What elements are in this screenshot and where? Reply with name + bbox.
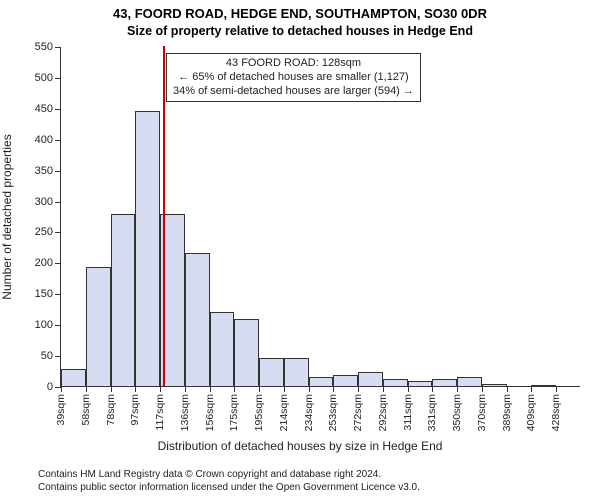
x-tick-label: 389sqm <box>501 394 513 431</box>
histogram-bar <box>259 358 284 386</box>
histogram-bar <box>309 377 334 386</box>
y-tick-label: 550 <box>35 41 61 53</box>
annotation-line: 43 FOORD ROAD: 128sqm <box>173 57 414 71</box>
x-tick-label: 409sqm <box>525 394 537 431</box>
annotation-box: 43 FOORD ROAD: 128sqm← 65% of detached h… <box>166 53 421 102</box>
x-tick <box>185 386 186 392</box>
histogram-bar <box>210 312 235 386</box>
x-tick <box>234 386 235 392</box>
x-tick <box>482 386 483 392</box>
x-tick <box>309 386 310 392</box>
x-tick <box>210 386 211 392</box>
histogram-bar <box>531 385 556 386</box>
footer-attribution: Contains HM Land Registry data © Crown c… <box>38 468 420 494</box>
x-tick <box>135 386 136 392</box>
x-tick <box>432 386 433 392</box>
histogram-bar <box>383 379 408 386</box>
y-tick-label: 0 <box>47 381 61 393</box>
histogram-bar <box>234 319 259 386</box>
histogram-bar <box>111 214 136 386</box>
x-tick <box>333 386 334 392</box>
histogram-bar <box>333 375 358 386</box>
chart-subtitle: Size of property relative to detached ho… <box>0 24 600 38</box>
x-tick-label: 428sqm <box>550 394 562 431</box>
histogram-bar <box>457 377 482 386</box>
y-tick-label: 400 <box>35 134 61 146</box>
x-tick-label: 331sqm <box>426 394 438 431</box>
histogram-bar <box>185 253 210 386</box>
x-tick <box>284 386 285 392</box>
x-tick <box>408 386 409 392</box>
chart-title: 43, FOORD ROAD, HEDGE END, SOUTHAMPTON, … <box>0 6 600 21</box>
x-tick <box>556 386 557 392</box>
y-tick-label: 350 <box>35 165 61 177</box>
x-tick-label: 39sqm <box>55 394 67 426</box>
histogram-bar <box>408 381 433 386</box>
y-tick-label: 150 <box>35 288 61 300</box>
histogram-bar <box>135 111 160 386</box>
x-tick <box>507 386 508 392</box>
x-tick <box>86 386 87 392</box>
x-tick-label: 350sqm <box>451 394 463 431</box>
x-tick-label: 214sqm <box>278 394 290 431</box>
y-tick-label: 300 <box>35 196 61 208</box>
marker-line <box>163 46 165 386</box>
x-tick-label: 370sqm <box>476 394 488 431</box>
histogram-bar <box>358 372 383 386</box>
histogram-bar <box>61 369 86 386</box>
x-tick-label: 97sqm <box>129 394 141 426</box>
x-tick-label: 156sqm <box>204 394 216 431</box>
x-tick-label: 292sqm <box>377 394 389 431</box>
y-tick-label: 450 <box>35 103 61 115</box>
x-tick-label: 311sqm <box>402 394 414 431</box>
x-axis-label: Distribution of detached houses by size … <box>0 439 600 453</box>
y-tick-label: 50 <box>41 350 61 362</box>
y-tick-label: 500 <box>35 72 61 84</box>
x-tick-label: 58sqm <box>80 394 92 426</box>
histogram-bar <box>482 384 507 386</box>
x-tick <box>160 386 161 392</box>
y-tick-label: 100 <box>35 319 61 331</box>
x-tick <box>383 386 384 392</box>
x-tick-label: 253sqm <box>327 394 339 431</box>
histogram-bar <box>432 379 457 386</box>
x-tick-label: 175sqm <box>228 394 240 431</box>
y-tick-label: 250 <box>35 226 61 238</box>
histogram-bar <box>284 358 309 386</box>
x-tick <box>111 386 112 392</box>
histogram-bar <box>86 267 111 386</box>
annotation-line: 34% of semi-detached houses are larger (… <box>173 85 414 99</box>
annotation-line: ← 65% of detached houses are smaller (1,… <box>173 71 414 85</box>
x-tick-label: 272sqm <box>352 394 364 431</box>
x-tick-label: 234sqm <box>303 394 315 431</box>
footer-line-1: Contains HM Land Registry data © Crown c… <box>38 468 420 481</box>
x-tick-label: 78sqm <box>105 394 117 426</box>
y-tick-label: 200 <box>35 257 61 269</box>
x-tick <box>358 386 359 392</box>
x-tick <box>457 386 458 392</box>
x-tick <box>531 386 532 392</box>
x-tick-label: 136sqm <box>179 394 191 431</box>
footer-line-2: Contains public sector information licen… <box>38 481 420 494</box>
x-tick-label: 195sqm <box>253 394 265 431</box>
x-tick <box>61 386 62 392</box>
x-tick-label: 117sqm <box>154 394 166 431</box>
y-axis-label: Number of detached properties <box>0 134 14 299</box>
x-tick <box>259 386 260 392</box>
